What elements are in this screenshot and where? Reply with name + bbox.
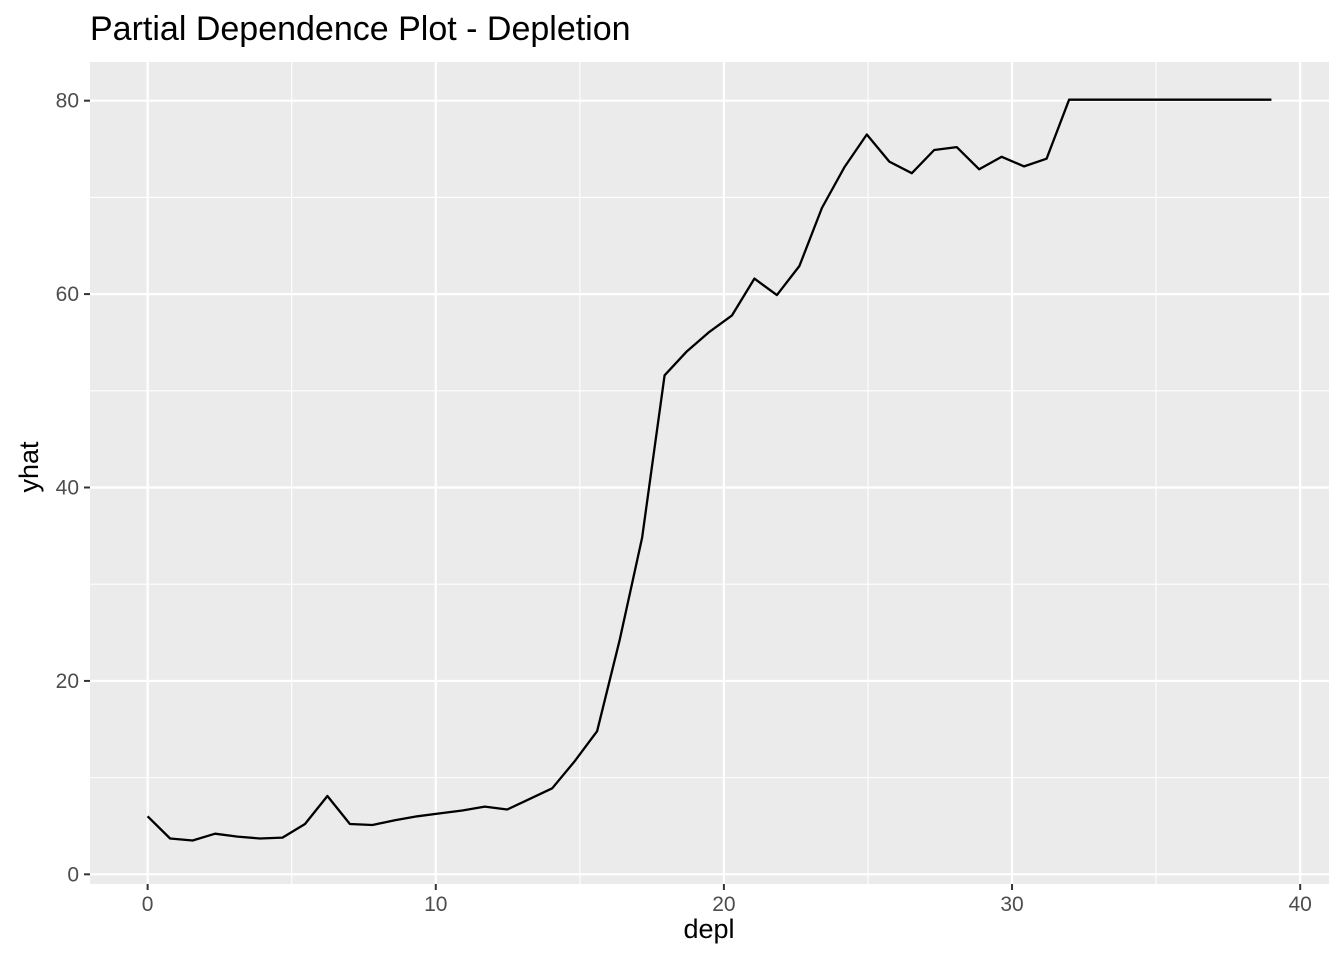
pdp-line — [146, 98, 1272, 842]
chart-title: Partial Dependence Plot - Depletion — [90, 10, 631, 48]
x-tick-label: 20 — [712, 893, 735, 916]
x-tick-label: 10 — [424, 893, 447, 916]
minor-gridlines — [90, 62, 1329, 884]
y-tick-label: 60 — [56, 283, 79, 306]
major-gridlines — [90, 62, 1329, 884]
y-tick-label: 80 — [56, 90, 79, 113]
y-tick-label: 20 — [56, 670, 79, 693]
x-tick-label: 40 — [1289, 893, 1312, 916]
x-axis-title: depl — [683, 914, 734, 944]
x-tick-label: 30 — [1000, 893, 1023, 916]
y-tick-label: 0 — [67, 863, 79, 886]
y-tick-label: 40 — [56, 477, 79, 500]
y-axis-title: yhat — [14, 441, 44, 493]
y-axis-ticks: 0 20 40 60 80 — [56, 90, 90, 886]
x-axis-ticks: 0 10 20 30 40 — [142, 884, 1312, 916]
plot-panel — [90, 62, 1329, 884]
x-tick-label: 0 — [142, 893, 154, 916]
